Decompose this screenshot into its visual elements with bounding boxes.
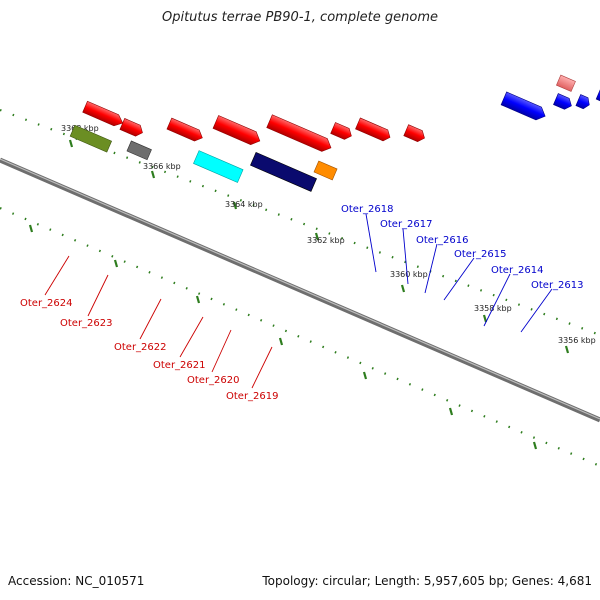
gene-arrow	[212, 115, 261, 145]
scale-label: 3360 kbp	[390, 270, 428, 279]
gene-label: Oter_2615	[454, 249, 507, 260]
gene-arrow	[403, 124, 425, 142]
major-ticks	[28, 139, 570, 450]
topology-text: Topology: circular; Length: 5,957,605 bp…	[262, 574, 592, 588]
leader-line	[44, 255, 70, 296]
major-tick	[400, 284, 406, 293]
gene-arrow	[575, 94, 590, 110]
major-tick	[195, 295, 201, 304]
scale-label: 3364 kbp	[225, 200, 263, 209]
gene-box	[250, 151, 317, 192]
major-tick	[314, 232, 320, 241]
gene-arrow	[355, 117, 391, 142]
gene-label: Oter_2614	[491, 265, 544, 276]
leader-line	[211, 329, 232, 373]
gene-arrow	[119, 118, 143, 137]
major-tick	[278, 337, 284, 346]
leader-lines-upper	[365, 213, 553, 333]
scale-label: 3356 kbp	[558, 336, 596, 345]
gene-label: Oter_2616	[416, 235, 469, 246]
gene-label: Oter_2613	[531, 280, 584, 291]
leader-line	[424, 243, 438, 294]
leader-line	[251, 346, 273, 389]
leader-line	[520, 288, 553, 333]
leader-line	[179, 316, 204, 358]
leader-lines-lower	[44, 255, 273, 389]
major-tick	[28, 224, 34, 233]
scale-track-lower	[0, 206, 600, 468]
gene-arrow	[500, 91, 546, 121]
gene-labels-lower: Oter_2624 Oter_2623 Oter_2622 Oter_2621 …	[20, 298, 279, 402]
major-tick	[564, 345, 570, 354]
major-tick	[482, 314, 488, 323]
major-tick	[362, 371, 368, 380]
major-tick	[113, 259, 119, 268]
gene-box	[126, 140, 152, 161]
gene-box	[69, 124, 113, 153]
gene-label: Oter_2623	[60, 318, 113, 329]
gene-box	[556, 74, 576, 92]
gene-features	[69, 74, 600, 192]
leader-line	[483, 273, 511, 327]
map-title: Opitutus terrae PB90-1, complete genome	[161, 10, 439, 25]
major-tick	[448, 407, 454, 416]
gene-arrow	[266, 114, 332, 152]
scale-label: 3366 kbp	[143, 162, 181, 171]
scale-label: 3362 kbp	[307, 236, 345, 245]
gene-label: Oter_2620	[187, 375, 240, 386]
leader-line	[402, 228, 409, 285]
gene-arrow	[595, 87, 600, 108]
gene-label: Oter_2624	[20, 298, 73, 309]
leader-line	[139, 298, 162, 340]
gene-box	[313, 160, 338, 181]
leader-line	[365, 213, 377, 273]
leader-line	[443, 257, 475, 301]
gene-arrow	[166, 117, 203, 142]
gene-arrow	[330, 122, 352, 140]
major-tick	[532, 441, 538, 450]
gene-label: Oter_2618	[341, 204, 394, 215]
accession-text: Accession: NC_010571	[8, 574, 145, 588]
gene-labels-upper: Oter_2618 Oter_2617 Oter_2616 Oter_2615 …	[341, 204, 584, 291]
gene-label: Oter_2619	[226, 391, 279, 402]
gene-box	[193, 150, 244, 183]
genome-backbone	[0, 157, 600, 423]
gene-arrow	[82, 100, 124, 127]
major-tick	[150, 170, 156, 179]
gene-arrow	[553, 93, 572, 110]
major-tick	[232, 201, 238, 210]
gene-label: Oter_2617	[380, 219, 433, 230]
leader-line	[87, 274, 109, 317]
gene-label: Oter_2621	[153, 360, 206, 371]
major-tick	[68, 139, 74, 148]
gene-label: Oter_2622	[114, 342, 167, 353]
